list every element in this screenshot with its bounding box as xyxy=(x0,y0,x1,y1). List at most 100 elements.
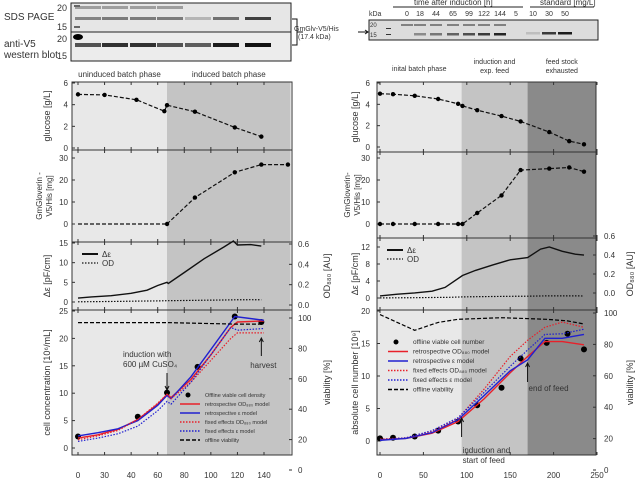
data-point xyxy=(377,91,383,96)
y2-tick-label: 0.6 xyxy=(298,240,310,249)
ladder-band xyxy=(73,34,83,40)
lane-label: 144 xyxy=(494,11,506,18)
y2-axis-label: OD₈₈₀ [AU] xyxy=(322,254,332,299)
data-point xyxy=(232,170,237,175)
y-axis-label: V5/His [mg] xyxy=(353,174,362,215)
annotation-arrow xyxy=(258,336,264,356)
lane-label: 10 xyxy=(529,11,537,18)
y2-tick-label: 100 xyxy=(298,314,312,323)
legend-marker xyxy=(393,339,399,345)
annotation-arrow xyxy=(459,416,465,437)
sds-band xyxy=(213,17,239,20)
legend-label: offline viability xyxy=(413,387,454,394)
data-point xyxy=(192,195,198,200)
sds-band xyxy=(245,17,271,20)
right-blot: time after induction [h] standard [mg/L]… xyxy=(358,0,599,41)
y2-tick-label: 80 xyxy=(298,344,307,353)
protein-label-2: (17.4 kDa) xyxy=(298,34,331,41)
x-tick-label: 100 xyxy=(460,471,474,480)
data-point xyxy=(435,96,441,102)
data-point xyxy=(581,169,587,174)
y2-tick-label: 60 xyxy=(604,372,613,381)
series-line-fixed-effects-od880-model xyxy=(77,332,264,441)
sds-band xyxy=(130,17,156,20)
legend-label: retrospective OD₈₈₀ model xyxy=(413,349,490,356)
ladder-band xyxy=(74,26,80,28)
legend-label: OD xyxy=(407,255,419,264)
data-point xyxy=(517,355,524,362)
x-tick-label: 30 xyxy=(100,471,109,480)
band-upper xyxy=(447,24,459,26)
y2-axis-label: OD₈₈₀ [AU] xyxy=(625,252,635,297)
legend-label: OD xyxy=(102,259,114,268)
annotation: start of feed xyxy=(463,456,505,465)
legend-label: offline viability xyxy=(205,438,239,444)
band-protein xyxy=(414,33,426,36)
y-tick-label: 0 xyxy=(64,298,69,307)
data-point xyxy=(460,221,465,227)
series-line-glucose xyxy=(77,93,262,138)
band-protein xyxy=(494,33,506,36)
x-tick-label: 120 xyxy=(231,471,245,480)
sds-band-upper xyxy=(102,6,128,9)
panel-gloverin: 0 10 20 30 GmGloverin- V5/His [mg] xyxy=(343,151,598,239)
series-line-- xyxy=(379,246,585,297)
ladder-band xyxy=(386,28,391,29)
left-blot: SDS PAGE anti-V5 western blot 20 15 20 1… xyxy=(3,2,339,62)
right-arrow-icon xyxy=(358,29,369,35)
y-tick-label: 10 xyxy=(361,372,370,381)
sds-band-upper xyxy=(157,6,183,9)
phase-label: inital batch phase xyxy=(392,66,447,73)
data-point xyxy=(134,97,139,102)
y-tick-label: 20 xyxy=(361,307,370,316)
data-point xyxy=(498,384,505,391)
phase-label: exp. feed xyxy=(480,68,509,75)
western-band xyxy=(75,43,101,47)
y2-tick-label: 40 xyxy=(298,405,307,414)
sds-band xyxy=(185,17,211,20)
legend-label: Offline viable cell density xyxy=(205,393,266,399)
annotation: induction and xyxy=(463,446,511,455)
right-gel xyxy=(368,19,599,41)
y2-tick-label: 40 xyxy=(604,403,613,412)
annotation: induction with xyxy=(123,350,171,359)
y2-tick-label: 100 xyxy=(604,309,618,318)
phase-label: uninduced batch phase xyxy=(78,70,161,79)
data-point xyxy=(162,108,167,114)
ladder-band xyxy=(74,5,80,7)
y-tick-label: 6 xyxy=(366,79,371,88)
y-tick-label: 0 xyxy=(366,294,371,303)
data-point xyxy=(547,129,552,135)
band-protein xyxy=(447,33,459,36)
left-bands xyxy=(73,5,271,47)
data-point xyxy=(102,92,107,98)
data-point xyxy=(567,138,572,144)
y-axis-label: glucose [g/L] xyxy=(350,91,360,142)
panel-frame xyxy=(376,309,597,456)
phase-region xyxy=(461,82,528,455)
y2-tick-label: 20 xyxy=(604,435,613,444)
y-axis-label: V5/His [mg] xyxy=(45,175,54,216)
lane-label: 44 xyxy=(432,11,440,18)
data-point xyxy=(475,210,480,216)
legend-label: offline viable cell number xyxy=(413,339,485,346)
band-protein xyxy=(430,33,442,36)
series-line-offline-viability xyxy=(379,314,585,331)
x-tick-label: 0 xyxy=(76,471,81,480)
data-point xyxy=(543,339,550,346)
data-point xyxy=(547,166,552,171)
western-label-1: anti-V5 xyxy=(4,39,36,50)
annotation: 600 µM CuSO₄ xyxy=(123,360,177,369)
chart-left: uninduced batch phase induced batch phase… xyxy=(35,70,332,480)
y-tick-label: 4 xyxy=(64,101,69,110)
chart-right: inital batch phase induction and exp. feed… xyxy=(343,59,635,480)
y-tick-label: 15 xyxy=(59,362,68,371)
data-point xyxy=(564,330,571,337)
data-point xyxy=(164,389,171,396)
legend-marker xyxy=(185,392,191,398)
series-line-fixed-effects-model xyxy=(379,328,585,441)
lane-label: 0 xyxy=(405,11,409,18)
sds-band xyxy=(102,17,128,20)
x-tick-label: 150 xyxy=(504,471,518,480)
